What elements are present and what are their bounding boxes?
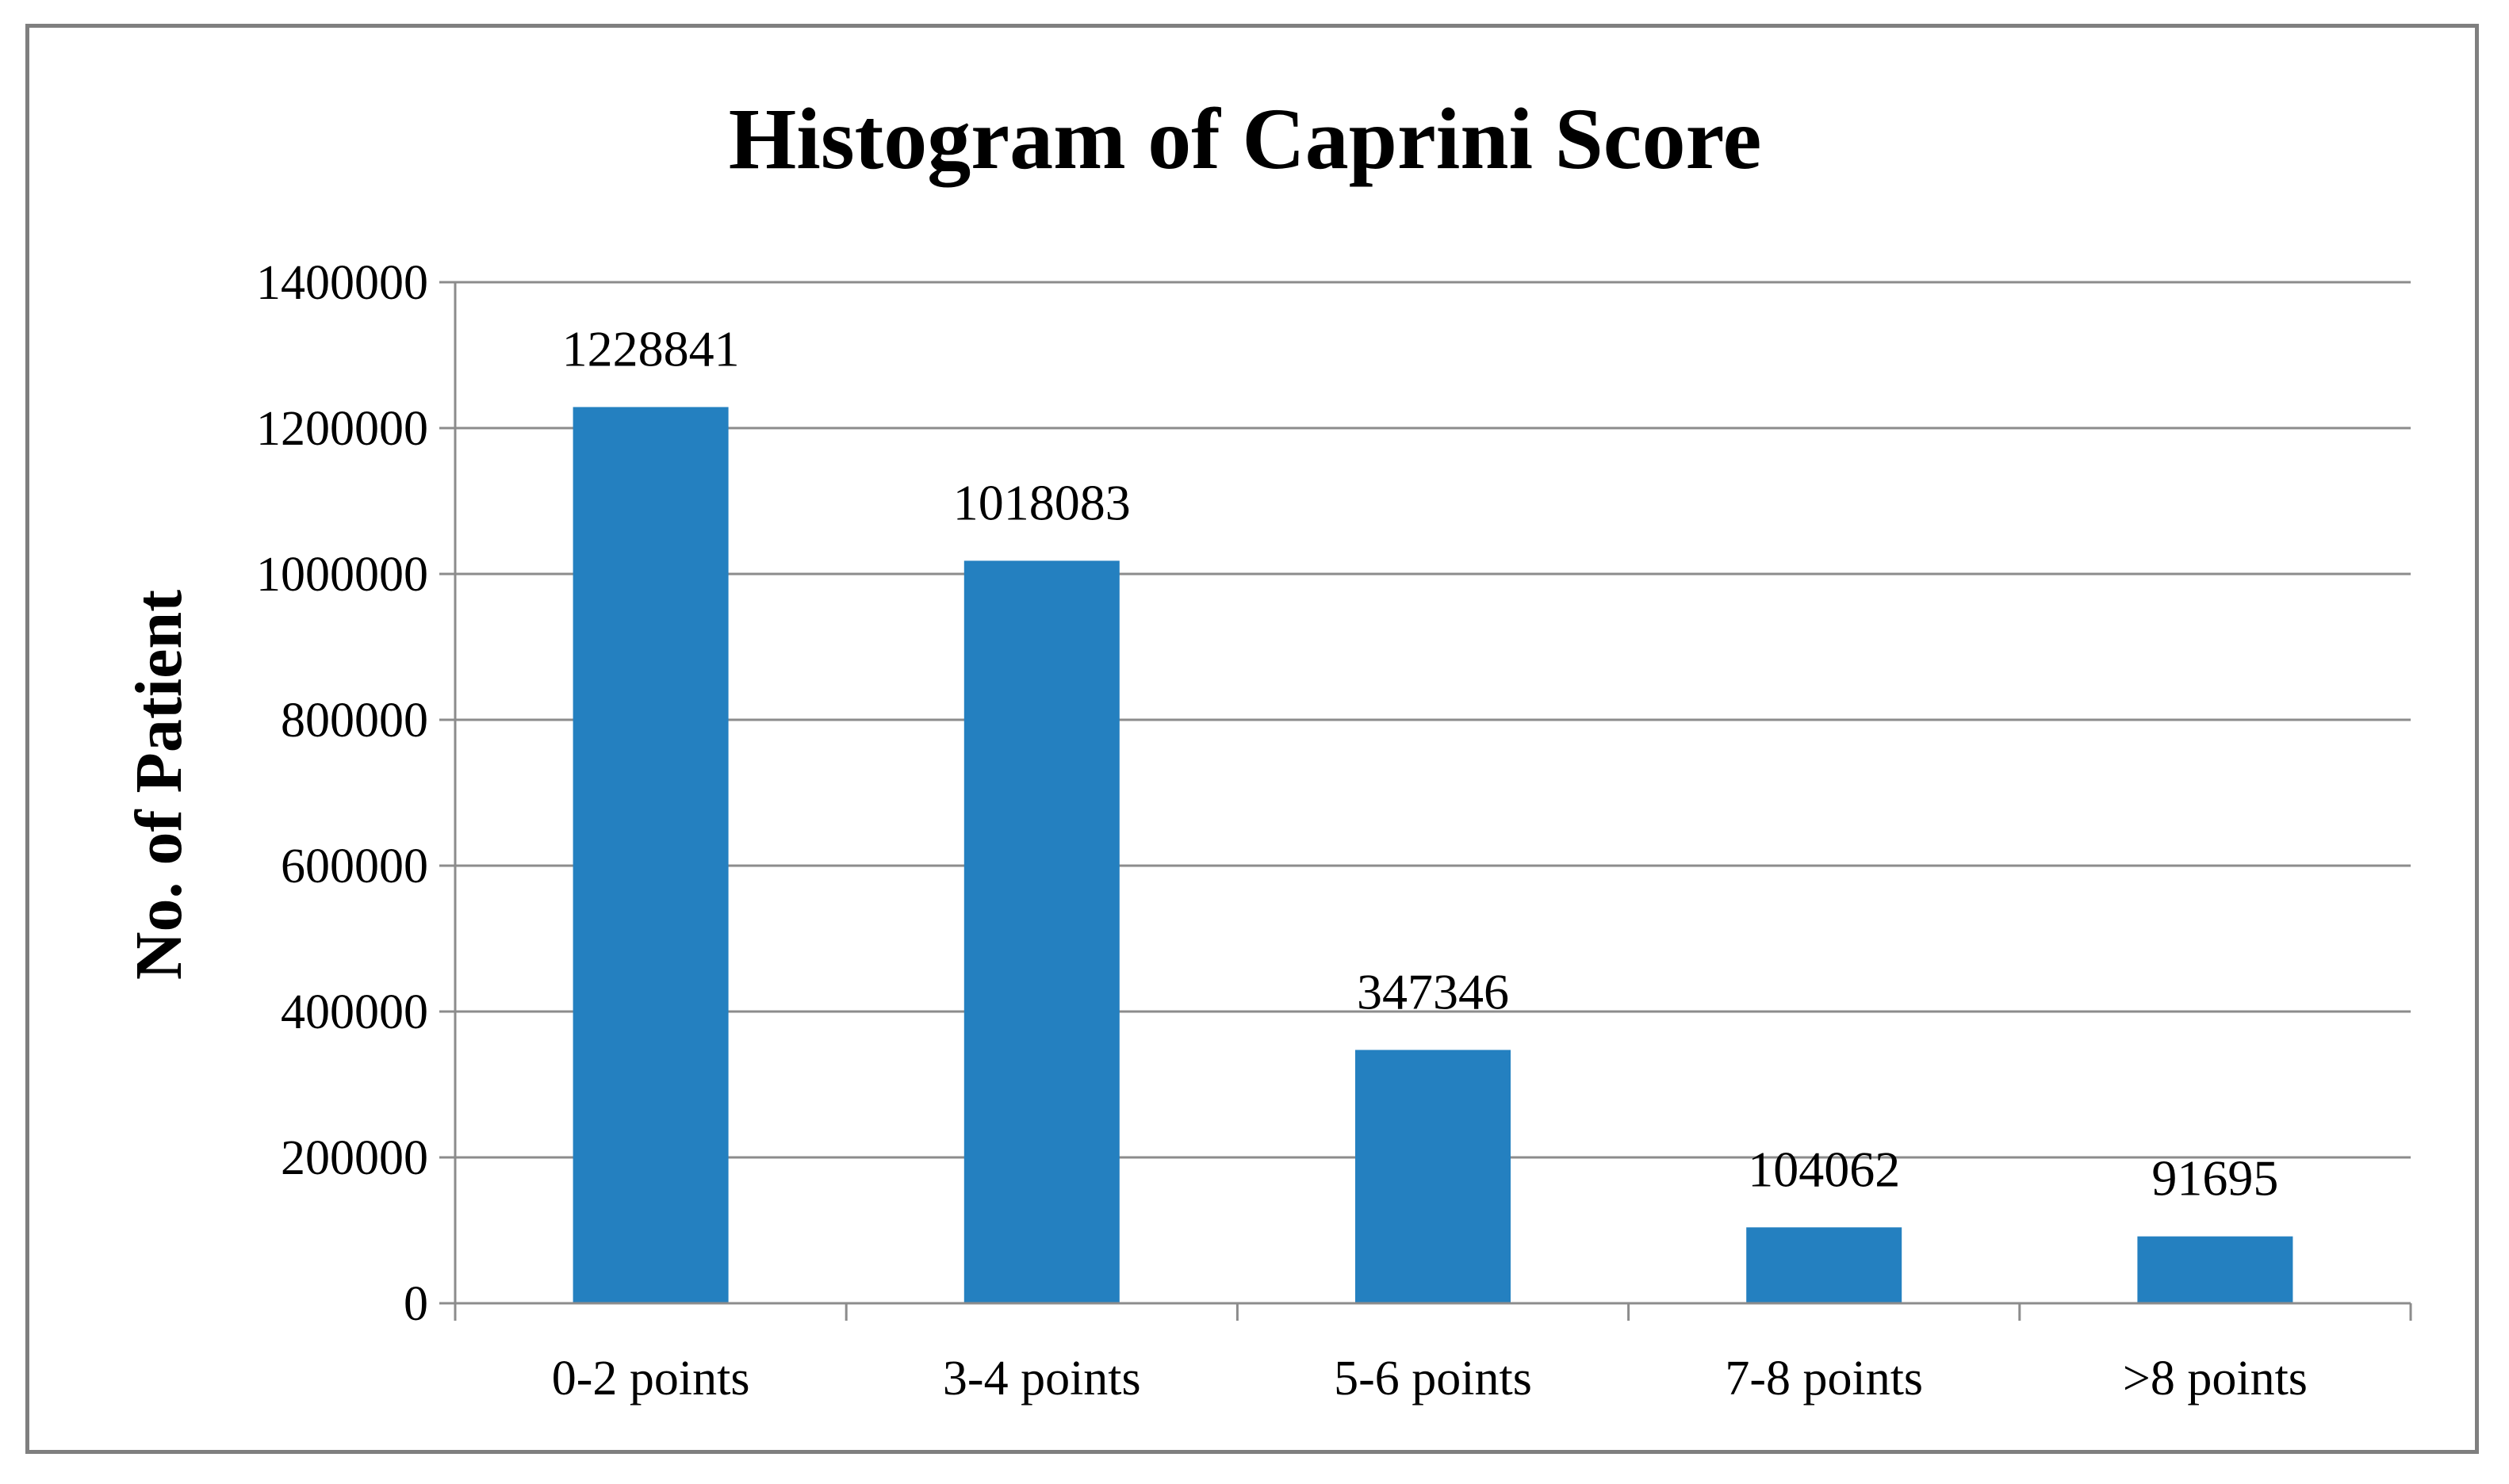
y-axis-label: No. of Patient (122, 590, 196, 980)
x-tick-label: 7-8 points (1725, 1352, 1923, 1406)
y-tick-label: 200000 (281, 1131, 428, 1185)
y-tick-labels: 0 200000 400000 600000 800000 1000000 1200000 1… (256, 256, 428, 1331)
x-tick-label: 3-4 points (943, 1352, 1141, 1406)
data-labels: 1228841 1018083 347346 104062 91695 (562, 320, 2279, 1206)
x-tick-label: 5-6 points (1334, 1352, 1532, 1406)
axes (439, 281, 2412, 1321)
data-label: 104062 (1748, 1141, 1900, 1197)
chart-title: Histogram of Caprini Score (729, 90, 1762, 187)
y-tick-label: 1400000 (256, 256, 428, 310)
bar (1746, 1227, 1902, 1303)
x-tick-labels: 0-2 points 3-4 points 5-6 points 7-8 points… (552, 1352, 2308, 1406)
bar (2137, 1236, 2293, 1303)
data-label: 347346 (1357, 963, 1509, 1019)
x-tick-label: 0-2 points (552, 1352, 750, 1406)
data-label: 91695 (2151, 1150, 2278, 1207)
data-label: 1018083 (953, 474, 1131, 530)
y-tick-label: 800000 (281, 694, 428, 748)
bar (573, 407, 729, 1303)
bar (1355, 1050, 1511, 1303)
y-tick-label: 400000 (281, 985, 428, 1039)
gridlines (455, 281, 2411, 1159)
data-label: 1228841 (562, 320, 740, 377)
chart-frame (25, 24, 2479, 1454)
y-tick-label: 600000 (281, 840, 428, 893)
y-tick-label: 1200000 (256, 402, 428, 456)
y-tick-label: 1000000 (256, 548, 428, 602)
bar (963, 560, 1120, 1303)
x-tick-label: >8 points (2123, 1352, 2308, 1406)
bars (573, 407, 2293, 1303)
y-tick-label: 0 (404, 1277, 428, 1331)
